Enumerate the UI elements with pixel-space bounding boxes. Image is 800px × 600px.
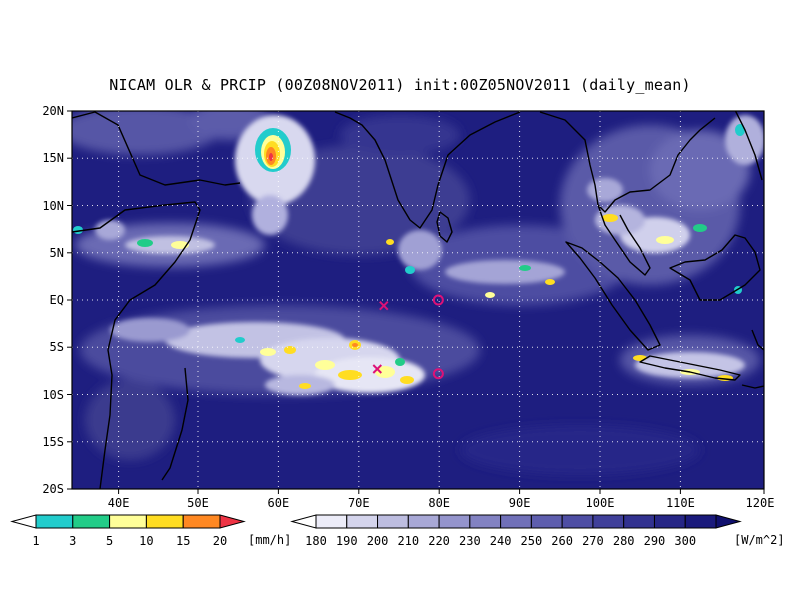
- colorbar-swatch: [346, 514, 379, 529]
- colorbar-swatch: [407, 514, 440, 529]
- lat-label: 15N: [42, 151, 64, 165]
- coast-arabia: [72, 111, 241, 186]
- colorbar-swatch: [145, 514, 184, 529]
- colorbar-tick-label: 290: [644, 534, 666, 548]
- coast-east-islands: [734, 111, 763, 181]
- axis-ticks: [67, 110, 765, 494]
- lon-label: 60E: [268, 496, 290, 510]
- colorbar-swatch: [561, 514, 594, 529]
- grid-lines: [72, 111, 764, 489]
- colorbar-tick-label: 3: [69, 534, 76, 548]
- lon-label: 120E: [746, 496, 775, 510]
- coast-madagascar: [161, 367, 189, 481]
- colorbar-tick-label: 1: [32, 534, 39, 548]
- coast-indochina: [539, 111, 716, 213]
- coast-java: [639, 355, 741, 381]
- colorbar-tick-label: 5: [106, 534, 113, 548]
- colorbar-tick-label: 210: [397, 534, 419, 548]
- colorbar-swatch: [72, 514, 111, 529]
- colorbar-swatch: [182, 514, 221, 529]
- longitude-labels: 40E 50E 60E 70E 80E 90E 100E 110E 120E: [108, 496, 775, 510]
- colorbar-tick-label: 260: [551, 534, 573, 548]
- colorbar-swatch: [653, 514, 686, 529]
- lat-label: 5N: [50, 246, 64, 260]
- circle-marker-icon: [432, 294, 444, 306]
- colorbar-tick-label: 15: [176, 534, 190, 548]
- colorbar-arrow-right: [715, 514, 742, 529]
- colorbar-swatch: [377, 514, 409, 529]
- lon-label: 70E: [348, 496, 370, 510]
- lon-label: 40E: [108, 496, 130, 510]
- lat-label: 5S: [50, 340, 64, 354]
- precip-colorbar: 1 3 5 10 15 20 [mm/h]: [10, 514, 291, 548]
- figure-title: NICAM OLR & PRCIP (00Z08NOV2011) init:00…: [109, 76, 691, 94]
- coast-india: [334, 111, 521, 229]
- colorbar-swatch: [500, 514, 532, 529]
- olr-colorbar: 180 190 200 210 220 230 240 250 260 270 280 290 300 …: [290, 514, 785, 548]
- coast-sulawesi: [751, 329, 764, 351]
- colorbar-tick-label: 220: [428, 534, 450, 548]
- colorbar-swatch: [592, 514, 625, 529]
- colorbar-swatch: [35, 514, 74, 529]
- lat-label: 10S: [42, 388, 64, 402]
- lon-label: 50E: [187, 496, 209, 510]
- lat-label: 20N: [42, 104, 64, 118]
- storm-markers: [372, 294, 444, 380]
- colorbar-arrow-right: [219, 514, 246, 529]
- colorbar-tick-label: 180: [305, 534, 327, 548]
- colorbar-arrow-left: [10, 514, 37, 529]
- colorbar-swatch: [684, 514, 717, 529]
- colorbar-tick-label: 230: [459, 534, 481, 548]
- colorbar-swatch: [315, 514, 348, 529]
- colorbar-swatch: [530, 514, 563, 529]
- map-panel: [72, 111, 764, 489]
- lon-label: 110E: [666, 496, 695, 510]
- cross-marker-icon: [379, 300, 389, 311]
- colorbar-tick-label: 20: [213, 534, 227, 548]
- lon-label: 80E: [428, 496, 450, 510]
- colorbar-arrow-left: [290, 514, 317, 529]
- precip-unit: [mm/h]: [248, 533, 291, 547]
- colorbar-swatch: [623, 514, 655, 529]
- colorbar-swatch: [438, 514, 471, 529]
- cross-marker-icon: [372, 364, 383, 374]
- colorbar-tick-label: 240: [490, 534, 512, 548]
- colorbar-tick-label: 270: [582, 534, 604, 548]
- colorbar-tick-label: 190: [336, 534, 358, 548]
- colorbar-tick-label: 250: [521, 534, 543, 548]
- circle-marker-icon: [432, 368, 444, 380]
- colorbar-tick-label: 200: [367, 534, 389, 548]
- lat-label: EQ: [50, 293, 64, 307]
- lat-label: 20S: [42, 482, 64, 496]
- olr-unit: [W/m^2]: [734, 533, 785, 547]
- lon-label: 90E: [509, 496, 531, 510]
- coast-malay-peninsula: [597, 204, 651, 276]
- colorbar-swatch: [109, 514, 147, 529]
- coast-sri-lanka: [436, 211, 453, 243]
- colorbar-tick-label: 10: [139, 534, 153, 548]
- colorbar-tick-label: 280: [613, 534, 635, 548]
- colorbar-tick-label: 300: [674, 534, 696, 548]
- lat-label: 10N: [42, 199, 64, 213]
- coast-horn-africa: [72, 201, 201, 489]
- colorbar-swatch: [469, 514, 502, 529]
- coast-flores: [741, 384, 764, 389]
- latitude-labels: 20N 15N 10N 5N EQ 5S 10S 15S 20S: [42, 104, 64, 496]
- lon-label: 100E: [586, 496, 615, 510]
- lat-label: 15S: [42, 435, 64, 449]
- coast-borneo: [669, 234, 761, 301]
